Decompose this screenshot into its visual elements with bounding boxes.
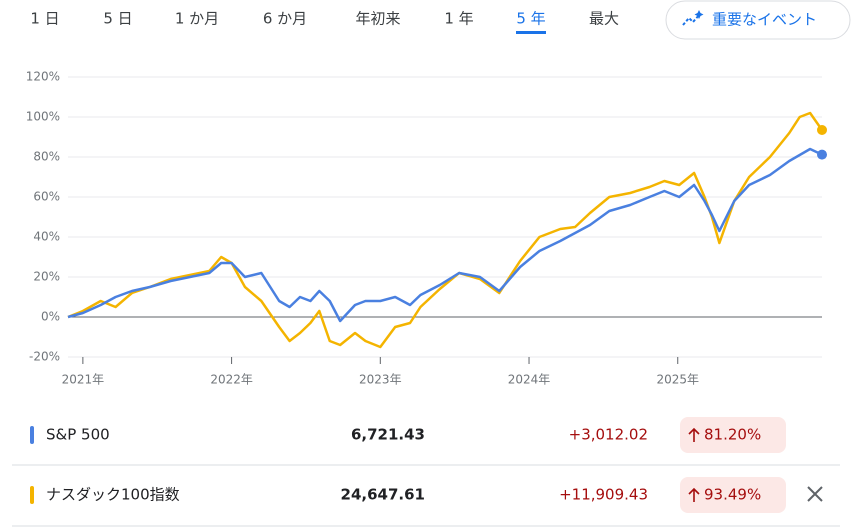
y-tick-label: 0%	[41, 310, 60, 324]
end-dot	[817, 149, 827, 160]
percent: 81.20%	[704, 426, 761, 444]
x-tick-label: 2023年	[359, 373, 402, 387]
range-tab[interactable]: 1 年	[444, 10, 473, 28]
legend-swatch	[30, 486, 34, 504]
events-icon-spark	[694, 10, 704, 19]
x-tick-label: 2021年	[62, 373, 105, 387]
y-tick-label: 80%	[33, 150, 60, 164]
range-tab[interactable]: 1 日	[30, 10, 59, 28]
range-tab[interactable]: 最大	[589, 10, 619, 28]
events-label[interactable]: 重要なイベント	[712, 11, 817, 29]
end-dot	[817, 125, 827, 136]
change: +3,012.02	[569, 426, 648, 444]
x-tick-label: 2024年	[508, 373, 551, 387]
x-tick-label: 2022年	[210, 373, 253, 387]
events-icon	[682, 13, 701, 26]
percent-chip	[680, 477, 786, 513]
y-tick-label: -20%	[29, 350, 60, 364]
range-tab[interactable]: 6 か月	[263, 10, 307, 28]
up-arrow	[688, 427, 700, 442]
events-button[interactable]	[665, 0, 851, 40]
series-line	[67, 147, 823, 323]
price: 6,721.43	[351, 426, 425, 444]
tab-underline	[516, 31, 546, 34]
y-tick-label: 40%	[33, 230, 60, 244]
y-tick-label: 120%	[26, 70, 60, 84]
legend-name: S&P 500	[46, 426, 110, 444]
up-arrow	[688, 487, 700, 502]
y-tick-label: 60%	[33, 190, 60, 204]
y-tick-label: 100%	[26, 110, 60, 124]
percent: 93.49%	[704, 486, 761, 504]
percent-chip	[680, 417, 786, 453]
range-tab[interactable]: 1 か月	[175, 10, 219, 28]
range-tab[interactable]: 5 日	[103, 10, 132, 28]
remove-button[interactable]	[807, 486, 823, 502]
range-tab[interactable]: 5 年	[516, 10, 545, 28]
price: 24,647.61	[341, 486, 425, 504]
x-tick-label: 2025年	[656, 373, 699, 387]
series-line	[67, 111, 824, 349]
range-tab[interactable]: 年初来	[355, 10, 400, 28]
legend-swatch	[30, 426, 34, 444]
change: +11,909.43	[559, 486, 648, 504]
legend-name: ナスダック100指数	[46, 486, 180, 504]
y-tick-label: 20%	[33, 270, 60, 284]
